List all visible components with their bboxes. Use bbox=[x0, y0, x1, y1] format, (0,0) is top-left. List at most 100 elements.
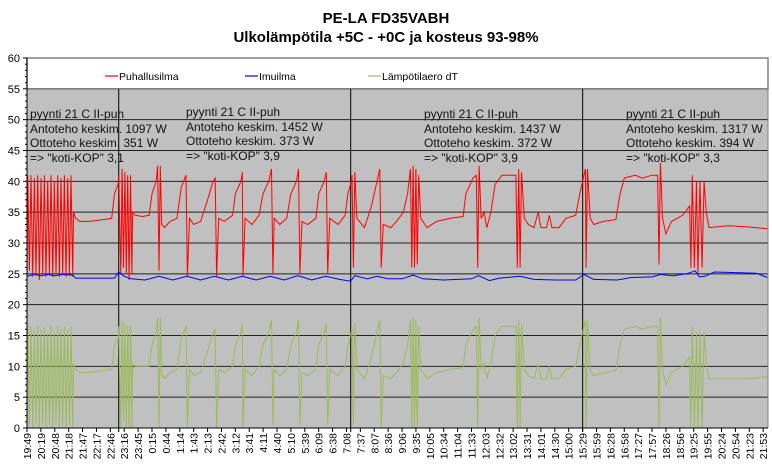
series-line-puhallusilma bbox=[26, 162, 768, 281]
y-tick-label: 15 bbox=[8, 331, 20, 343]
x-tick-label: 9:35 bbox=[411, 433, 423, 454]
chart-title: PE-LA FD35VABH bbox=[322, 10, 450, 27]
series-line-l-mp-tilaero-dt bbox=[26, 316, 768, 429]
x-tick-label: 20:24 bbox=[717, 433, 729, 459]
y-tick-label: 25 bbox=[8, 269, 20, 281]
x-tick-label: 16:28 bbox=[605, 433, 617, 459]
x-tick-label: 12:03 bbox=[480, 433, 492, 459]
annotation-line: Ottoteho keskim. 351 W bbox=[30, 136, 159, 150]
x-tick-label: 21:23 bbox=[744, 433, 756, 459]
legend-item: Lämpötilaero dT bbox=[368, 71, 458, 83]
legend-item: Puhallusilma bbox=[105, 71, 179, 83]
x-tick-label: 7:37 bbox=[355, 433, 367, 454]
x-tick-label: 21:47 bbox=[78, 433, 90, 459]
x-tick-label: 17:27 bbox=[633, 433, 645, 459]
x-tick-label: 5:39 bbox=[300, 433, 312, 454]
annotation-line: pyynti 21 C II-puh bbox=[30, 107, 125, 121]
x-tick-label: 13:02 bbox=[508, 433, 520, 459]
annotation-1: pyynti 21 C II-puh Antoteho keskim. 1097… bbox=[30, 107, 167, 165]
y-tick-label: 5 bbox=[14, 392, 20, 404]
annotation-line: => "koti-KOP" 3,1 bbox=[30, 150, 124, 165]
x-tick-label: 16:58 bbox=[619, 433, 631, 459]
annotation-2: pyynti 21 C II-puh Antoteho keskim. 1452… bbox=[186, 105, 323, 163]
x-tick-label: 23:45 bbox=[133, 433, 145, 459]
legend-label: Lämpötilaero dT bbox=[382, 71, 458, 83]
x-tick-label: 15:59 bbox=[591, 433, 603, 459]
x-tick-label: 23:16 bbox=[119, 433, 131, 459]
x-tick-label: 19:49 bbox=[22, 433, 34, 459]
x-tick-label: 7:08 bbox=[341, 433, 353, 454]
x-tick-label: 4:40 bbox=[272, 433, 284, 454]
annotation-line: => "koti-KOP" 3,3 bbox=[626, 150, 720, 165]
x-tick-label: 22:46 bbox=[105, 433, 117, 459]
x-tick-label: 5:10 bbox=[286, 433, 298, 454]
legend-item: Imuilma bbox=[245, 71, 296, 83]
x-tick-label: 1:14 bbox=[175, 433, 187, 454]
y-tick-label: 40 bbox=[8, 176, 20, 188]
annotation-line: pyynti 21 C II-puh bbox=[186, 105, 281, 119]
x-tick-label: 8:07 bbox=[369, 433, 381, 454]
annotation-4: pyynti 21 C II-puh Antoteho keskim. 1317… bbox=[626, 107, 763, 165]
x-tick-label: 6:09 bbox=[314, 433, 326, 454]
legend-label: Puhallusilma bbox=[119, 71, 179, 83]
x-tick-label: 21:53 bbox=[758, 433, 770, 459]
x-tick-label: 18:56 bbox=[675, 433, 687, 459]
x-tick-label: 0:15 bbox=[147, 433, 159, 454]
annotation-line: Antoteho keskim. 1452 W bbox=[186, 119, 323, 134]
x-tick-label: 3:12 bbox=[230, 433, 242, 454]
x-tick-label: 4:11 bbox=[258, 433, 270, 453]
x-tick-label: 10:05 bbox=[425, 433, 437, 459]
y-tick-label: 30 bbox=[8, 238, 20, 250]
y-tick-label: 55 bbox=[8, 84, 20, 96]
y-tick-label: 60 bbox=[8, 53, 20, 65]
y-tick-label: 35 bbox=[8, 207, 20, 219]
x-tick-label: 9:06 bbox=[397, 433, 409, 454]
y-tick-label: 50 bbox=[8, 115, 20, 127]
x-tick-label: 17:57 bbox=[647, 433, 659, 459]
legend-box bbox=[26, 57, 769, 90]
x-tick-label: 2:42 bbox=[216, 433, 228, 454]
legend-label: Imuilma bbox=[259, 71, 296, 83]
x-tick-label: 19:25 bbox=[689, 433, 701, 459]
x-tick-label: 20:48 bbox=[50, 433, 62, 459]
y-tick-label: 45 bbox=[8, 146, 20, 158]
series-line-imuilma bbox=[26, 270, 768, 282]
x-tick-label: 0:44 bbox=[161, 433, 173, 454]
x-tick-label: 13:31 bbox=[522, 433, 534, 459]
x-tick-label: 21:18 bbox=[64, 433, 76, 459]
annotation-line: Antoteho keskim. 1097 W bbox=[30, 121, 167, 136]
x-tick-label: 2:13 bbox=[203, 433, 215, 454]
x-tick-label: 14:30 bbox=[550, 433, 562, 459]
x-tick-label: 10:34 bbox=[439, 433, 451, 459]
annotation-3: pyynti 21 C II-puh Antoteho keskim. 1437… bbox=[424, 107, 561, 165]
annotation-line: Ottoteho keskim. 394 W bbox=[626, 136, 755, 150]
annotation-line: Antoteho keskim. 1317 W bbox=[626, 121, 763, 136]
annotation-line: Antoteho keskim. 1437 W bbox=[424, 121, 561, 136]
x-tick-label: 14:01 bbox=[536, 433, 548, 459]
y-tick-label: 10 bbox=[8, 361, 20, 373]
annotation-line: Ottoteho keskim. 372 W bbox=[424, 136, 553, 150]
y-tick-label: 20 bbox=[8, 300, 20, 312]
x-tick-label: 15:29 bbox=[578, 433, 590, 459]
x-tick-label: 12:32 bbox=[494, 433, 506, 459]
annotation-line: Ottoteho keskim. 373 W bbox=[186, 134, 315, 148]
x-tick-label: 20:54 bbox=[730, 433, 742, 459]
chart-subtitle: Ulkolämpötila +5C - +0C ja kosteus 93-98… bbox=[233, 29, 539, 46]
x-tick-label: 1:43 bbox=[189, 433, 201, 454]
annotation-line: pyynti 21 C II-puh bbox=[626, 107, 721, 121]
y-tick-label: 0 bbox=[14, 423, 20, 435]
x-tick-label: 3:41 bbox=[244, 433, 256, 454]
annotation-line: => "koti-KOP" 3,9 bbox=[186, 148, 280, 163]
annotation-line: pyynti 21 C II-puh bbox=[424, 107, 519, 121]
x-tick-label: 22:17 bbox=[91, 433, 103, 459]
x-tick-label: 11:04 bbox=[453, 433, 465, 459]
x-tick-label: 15:00 bbox=[564, 433, 576, 459]
x-tick-label: 18:26 bbox=[661, 433, 673, 459]
x-tick-label: 8:36 bbox=[383, 433, 395, 454]
x-tick-label: 19:55 bbox=[703, 433, 715, 459]
x-tick-label: 6:38 bbox=[328, 433, 340, 454]
x-tick-label: 11:33 bbox=[466, 433, 478, 459]
x-tick-label: 20:19 bbox=[36, 433, 48, 459]
annotation-line: => "koti-KOP" 3,9 bbox=[424, 150, 518, 165]
